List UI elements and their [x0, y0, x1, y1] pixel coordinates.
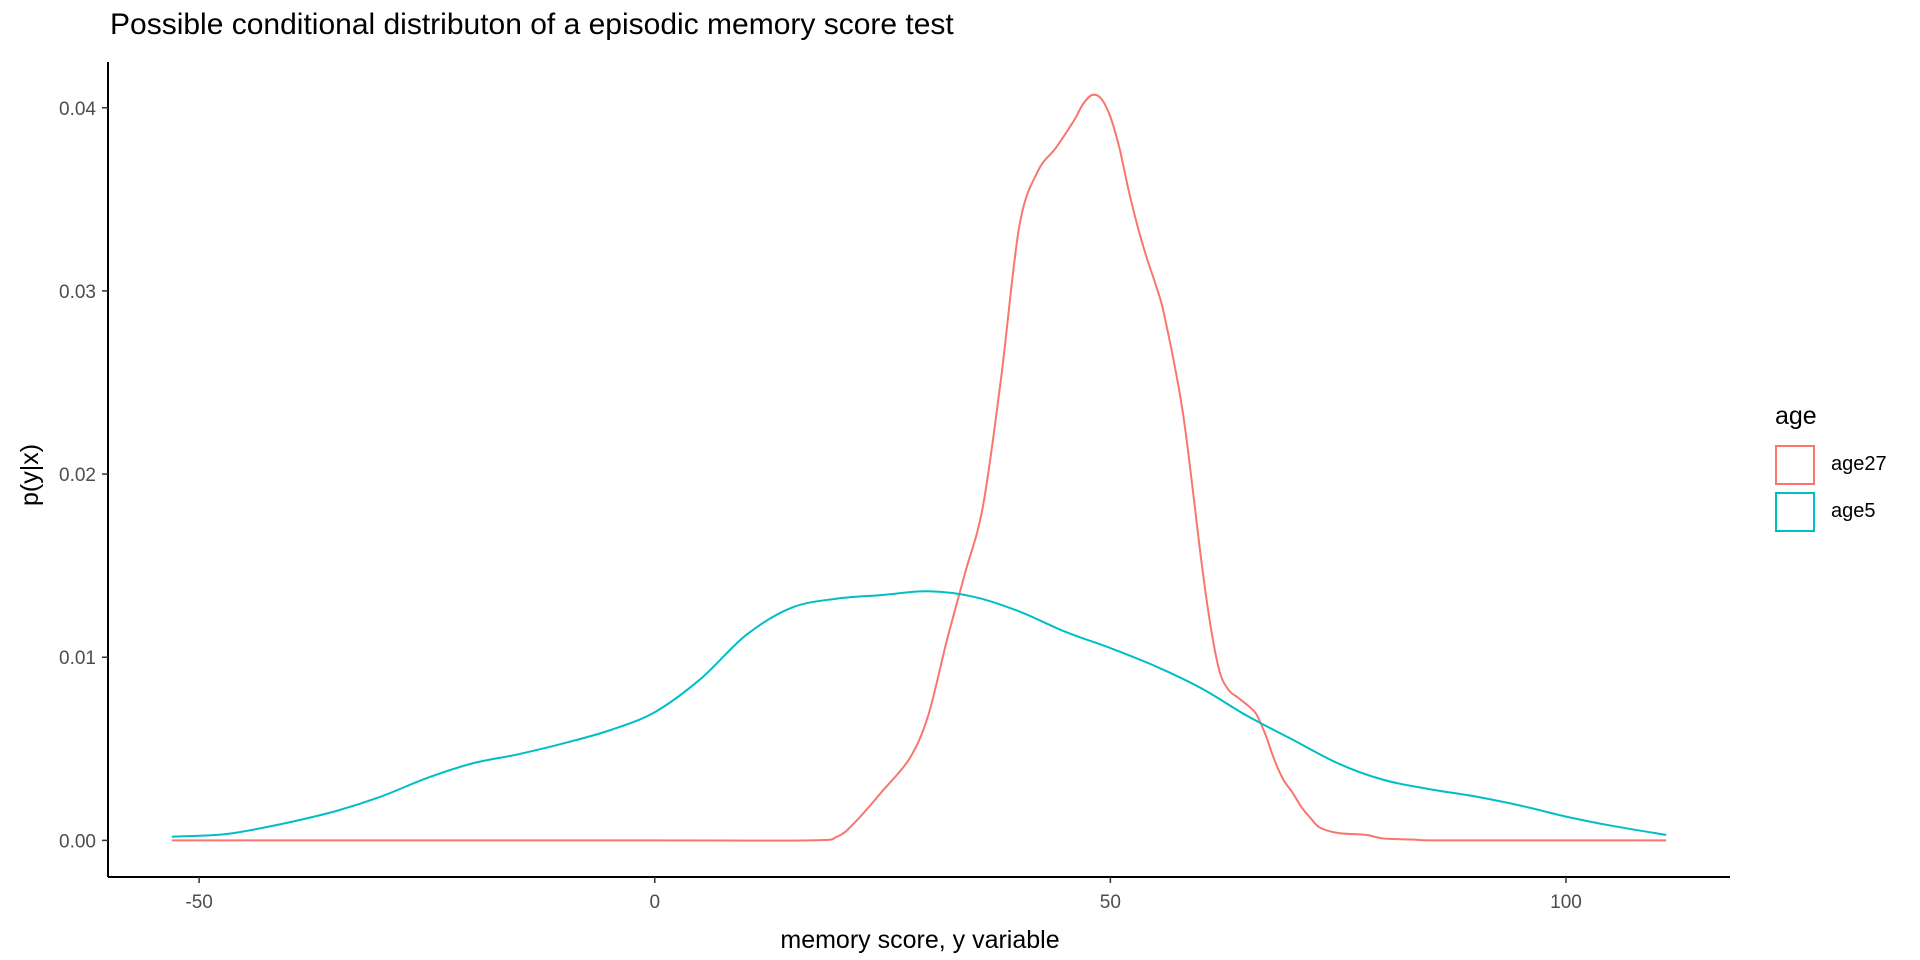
legend-title: age [1775, 402, 1817, 430]
series-line-age27 [171, 93, 1667, 842]
y-tick-label: 0.03 [59, 282, 96, 303]
legend-key-age5 [1775, 491, 1815, 532]
x-axis: -50 0 50 100 [108, 876, 1730, 913]
legend: age age27 age5 [1775, 402, 1887, 535]
legend-item-age5: age5 [1775, 488, 1887, 535]
y-axis: 0.00 0.01 0.02 0.03 0.04 [59, 62, 109, 877]
legend-label-age5: age5 [1831, 500, 1876, 522]
y-tick-label: 0.04 [59, 99, 96, 120]
x-tick-label: 0 [649, 892, 660, 913]
x-tick-label: 50 [1100, 892, 1121, 913]
legend-key-age27 [1775, 444, 1815, 485]
y-tick-label: 0.02 [59, 465, 96, 486]
series-layer [171, 93, 1667, 842]
x-tick-label: -50 [185, 892, 212, 913]
legend-label-age27: age27 [1831, 453, 1887, 475]
x-tick-label: 100 [1550, 892, 1582, 913]
y-tick-label: 0.01 [59, 648, 96, 669]
legend-item-age27: age27 [1775, 441, 1887, 488]
y-axis-title: p(y|x) [16, 444, 44, 506]
x-axis-title: memory score, y variable [780, 926, 1059, 954]
y-tick-label: 0.00 [59, 831, 96, 852]
series-line-age5 [171, 590, 1667, 838]
chart-title: Possible conditional distributon of a ep… [110, 8, 954, 41]
